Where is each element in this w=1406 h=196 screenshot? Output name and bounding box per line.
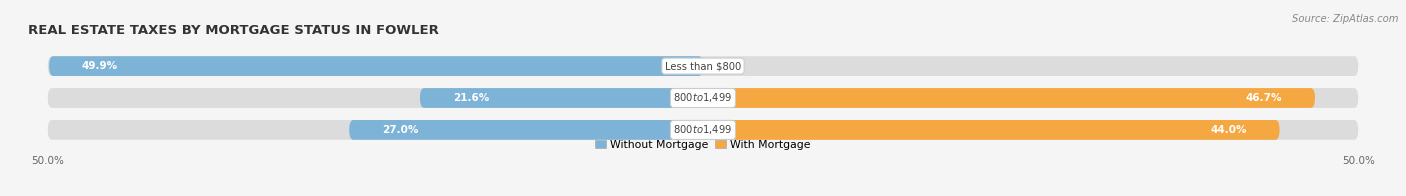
FancyBboxPatch shape xyxy=(48,120,1358,140)
Legend: Without Mortgage, With Mortgage: Without Mortgage, With Mortgage xyxy=(591,135,815,154)
Text: 44.0%: 44.0% xyxy=(1211,125,1247,135)
FancyBboxPatch shape xyxy=(48,56,1358,76)
Text: 27.0%: 27.0% xyxy=(382,125,419,135)
Text: Source: ZipAtlas.com: Source: ZipAtlas.com xyxy=(1292,14,1399,24)
Text: REAL ESTATE TAXES BY MORTGAGE STATUS IN FOWLER: REAL ESTATE TAXES BY MORTGAGE STATUS IN … xyxy=(28,24,439,37)
FancyBboxPatch shape xyxy=(49,56,703,76)
Text: 0.0%: 0.0% xyxy=(713,61,740,71)
FancyBboxPatch shape xyxy=(349,120,703,140)
FancyBboxPatch shape xyxy=(48,88,1358,108)
FancyBboxPatch shape xyxy=(703,88,1315,108)
Text: 21.6%: 21.6% xyxy=(453,93,489,103)
Text: $800 to $1,499: $800 to $1,499 xyxy=(673,123,733,136)
FancyBboxPatch shape xyxy=(420,88,703,108)
Text: Less than $800: Less than $800 xyxy=(665,61,741,71)
Text: $800 to $1,499: $800 to $1,499 xyxy=(673,92,733,104)
Text: 46.7%: 46.7% xyxy=(1246,93,1282,103)
Text: 49.9%: 49.9% xyxy=(82,61,118,71)
FancyBboxPatch shape xyxy=(703,120,1279,140)
